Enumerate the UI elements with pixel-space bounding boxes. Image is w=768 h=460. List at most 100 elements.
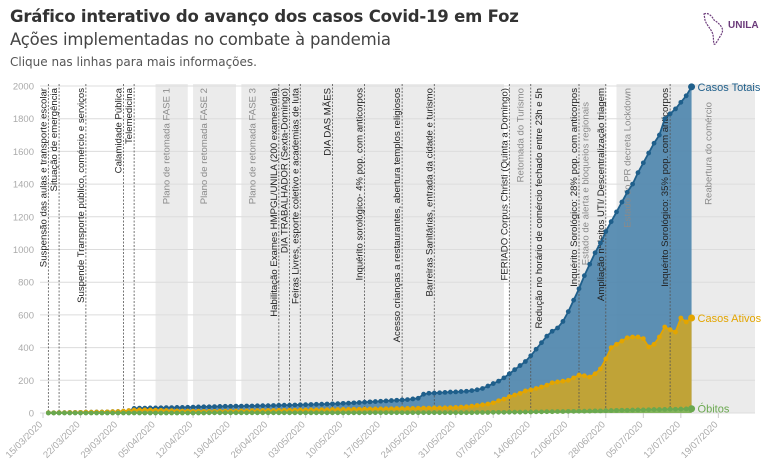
data-point (565, 309, 571, 315)
data-point (646, 407, 652, 413)
data-point (249, 410, 255, 416)
data-point (651, 407, 657, 412)
data-point (657, 407, 662, 412)
data-point (528, 387, 534, 393)
phase-label: Plano de retomada FASE 2 (199, 88, 210, 204)
data-point (201, 410, 207, 416)
data-point (490, 381, 496, 386)
data-point (362, 399, 367, 405)
data-point (555, 325, 560, 331)
data-point (303, 402, 309, 408)
data-point (228, 403, 234, 409)
data-point (651, 341, 657, 347)
data-point (662, 116, 668, 122)
data-point (657, 334, 662, 340)
data-point (683, 319, 689, 325)
series-label: Casos Totais (698, 82, 761, 94)
data-point (624, 335, 630, 341)
y-tick-label: 800 (18, 278, 34, 289)
data-point (190, 410, 196, 416)
data-point (539, 384, 544, 390)
data-point (571, 408, 577, 414)
data-point (126, 410, 132, 416)
event-label[interactable]: Barreiras Sanitárias, entrada da cidade … (424, 88, 435, 297)
data-point (185, 410, 191, 416)
data-point (67, 410, 73, 416)
data-point (485, 383, 491, 389)
data-point (45, 410, 51, 416)
data-point (206, 404, 212, 410)
series-end-point (688, 83, 696, 91)
event-label[interactable]: Suspensão das aulas e transporte escolar (38, 87, 49, 267)
event-label[interactable]: Situação de emergência (49, 87, 60, 191)
data-point (324, 410, 330, 416)
data-point (244, 403, 250, 409)
data-point (271, 403, 276, 408)
data-point (571, 375, 577, 381)
data-point (313, 410, 319, 416)
data-point (598, 240, 603, 246)
event-label[interactable]: DIA TRABALHADOR (Sexta-Domingo) (280, 88, 291, 253)
data-point (544, 382, 550, 388)
event-label[interactable]: FERIADO Corpus Christi (Quinta a Domingo… (499, 88, 510, 280)
event-label[interactable]: Redução no horário de comércio fechado e… (534, 88, 545, 329)
data-point (581, 273, 587, 279)
event-label[interactable]: Habilitação Exames HMPGL/UNILA (200 exam… (269, 88, 280, 317)
event-label[interactable]: Feiras Livres, esporte coletivo e academ… (290, 87, 301, 304)
event-label[interactable]: Reabertura do comércio (704, 102, 715, 205)
data-point (458, 410, 464, 416)
data-point (442, 410, 448, 416)
data-point (480, 402, 485, 408)
series-end-point (688, 405, 696, 413)
data-point (673, 329, 678, 335)
event-label[interactable]: Inquérito Sorológico: 28% pop. com antic… (569, 88, 580, 287)
data-point (565, 408, 571, 414)
data-point (51, 410, 57, 416)
data-point (603, 356, 609, 362)
data-point (389, 410, 394, 416)
data-point (281, 410, 287, 416)
data-point (212, 404, 217, 410)
data-point (319, 401, 325, 407)
event-label[interactable]: DIA DAS MÃES (322, 88, 333, 156)
event-label[interactable]: Acesso crianças a restaurantes, abertura… (392, 88, 403, 343)
data-point (415, 410, 421, 416)
x-tick-label: 21/06/2020 (529, 419, 570, 460)
event-label[interactable]: Inquérito sorológico- 4% pop. com antico… (355, 88, 366, 281)
data-point (351, 406, 357, 412)
logo-text: UNILA (728, 20, 759, 31)
event-label[interactable]: Telemedicina (124, 87, 135, 144)
data-point (340, 400, 346, 406)
event-label[interactable]: Calamidade Pública (113, 87, 124, 173)
data-point (265, 403, 271, 409)
data-point (496, 409, 501, 415)
data-point (426, 410, 432, 416)
data-point (137, 410, 142, 416)
phase-band (241, 84, 504, 413)
data-point (576, 372, 582, 378)
data-point (431, 410, 437, 416)
y-tick-label: 200 (18, 376, 34, 387)
data-point (351, 410, 357, 416)
phase-label: Estado do PR decreta Lockdown (623, 88, 634, 228)
y-tick-label: 2000 (13, 82, 34, 93)
data-point (56, 410, 62, 416)
event-label[interactable]: Ampliação nº leitos UTI/ Descentralizaçã… (596, 88, 607, 301)
data-point (533, 346, 539, 352)
data-point (458, 404, 464, 410)
data-point (115, 410, 121, 416)
data-point (410, 396, 416, 402)
data-point (560, 409, 566, 414)
data-point (464, 388, 469, 394)
data-point (667, 327, 673, 333)
data-point (592, 371, 598, 377)
data-point (367, 410, 373, 416)
data-point (523, 409, 528, 415)
data-point (88, 410, 94, 416)
x-tick-label: 19/07/2020 (679, 419, 720, 460)
event-label[interactable]: Estado de alerta e bloqueios regionais (580, 102, 591, 265)
data-point (394, 397, 400, 403)
event-label[interactable]: Inquérito Sorológico: 35% pop. com antic… (660, 88, 671, 287)
event-label[interactable]: Suspende Transporte público, comércio e … (76, 88, 87, 303)
data-point (410, 406, 416, 411)
